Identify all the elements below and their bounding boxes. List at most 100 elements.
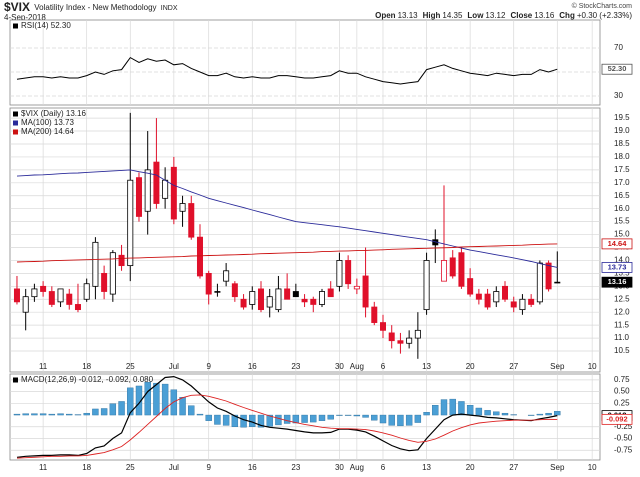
candle-body [179, 203, 186, 212]
x-tick-label: 20 [466, 463, 475, 472]
x-tick-label: 11 [39, 463, 48, 472]
candle-body [74, 304, 81, 311]
x-tick-label: 6 [381, 362, 386, 371]
x-tick-label: 30 [335, 362, 344, 371]
candle-body [144, 169, 151, 212]
histogram-bar [179, 397, 186, 416]
quote-value: 14.35 [442, 11, 463, 20]
candle-body [162, 179, 169, 199]
candle-body [57, 288, 64, 303]
x-tick-label: Aug [350, 463, 364, 472]
histogram-bar [222, 414, 230, 426]
candle-body [83, 283, 90, 300]
candle-body [318, 291, 325, 305]
histogram-bar [301, 414, 308, 423]
candle-body [40, 285, 47, 292]
histogram-bar [48, 413, 56, 416]
y-tick-label: 15.5 [614, 217, 630, 226]
histogram-bar [100, 408, 108, 416]
moving-average [16, 169, 558, 268]
candle-body [109, 252, 116, 295]
candle-body [196, 236, 203, 277]
y-tick-label: -0.25 [614, 422, 633, 431]
histogram-bar [362, 414, 369, 418]
histogram-bar [92, 408, 99, 416]
x-tick-label: Aug [350, 362, 364, 371]
panels: 305070RSI(14) 52.3052.30111825Jul9162330… [9, 19, 633, 472]
candle-body [362, 275, 369, 308]
x-tick-label: 6 [381, 463, 386, 472]
quote-value: 13.13 [398, 11, 419, 20]
legend-label: MACD(12,26,9) -0.012, -0.092, 0.080 [21, 375, 154, 384]
histogram-bar [283, 414, 291, 424]
candle-body [371, 306, 378, 323]
value-tag: 52.30 [608, 64, 627, 73]
y-tick-label: 19.0 [614, 126, 630, 135]
candle-body [31, 288, 38, 298]
legend-label: MA(100) 13.73 [21, 118, 74, 127]
value-tag-box [601, 63, 633, 75]
candle-body [66, 293, 73, 305]
candle-body [467, 278, 474, 295]
histogram-bar [118, 401, 125, 416]
x-tick-label: 16 [248, 463, 257, 472]
histogram-bar [127, 387, 134, 416]
candle-body [231, 283, 238, 298]
histogram-bar [449, 398, 456, 416]
panel: 11 18 25 Jul 9 16 23 30 Aug 6 13 20 27 Sep 10 10.5 11.0 1… [9, 107, 633, 373]
candle-body [284, 288, 291, 300]
histogram-bar [83, 412, 90, 416]
y-tick-label: 18.0 [614, 152, 630, 161]
y-tick-label: 18.5 [614, 139, 630, 148]
quote-label: Low [467, 11, 484, 20]
candle-body [353, 285, 360, 290]
x-tick-label: 18 [82, 463, 91, 472]
candle-body [240, 298, 247, 308]
candle-body [257, 288, 264, 311]
quote-value: 13.16 [534, 11, 555, 20]
histogram-bar [545, 412, 552, 416]
histogram-bar [135, 385, 143, 416]
symbol: $VIX [4, 0, 30, 14]
y-tick-label: 17.0 [614, 178, 630, 187]
x-tick-label: 11 [39, 362, 48, 371]
y-tick-label: 12.5 [614, 294, 630, 303]
y-tick-label: -0.50 [614, 434, 633, 443]
candle-body [275, 288, 282, 311]
histogram-bar [31, 413, 38, 416]
histogram-bar [257, 414, 265, 428]
candle-body [493, 291, 500, 303]
candle-body [223, 270, 230, 282]
histogram-bar [493, 411, 500, 416]
histogram-bar [379, 414, 387, 424]
y-tick-label: 12.0 [614, 307, 630, 316]
value-tag-box [601, 413, 633, 425]
candle-body [135, 177, 142, 217]
moving-average [16, 243, 558, 263]
x-tick-label: 9 [206, 362, 211, 371]
histogram-bar [188, 405, 195, 416]
y-tick-label: 17.5 [614, 165, 630, 174]
panel: 11 18 25 Jul 9 16 23 30 Aug 6 13 20 27 Sep 10 0.75 0.50 0… [9, 373, 633, 472]
histogram-bar [57, 413, 64, 416]
y-tick-label: -0.75 [614, 445, 633, 454]
candle-body [205, 272, 212, 295]
candle-body [292, 291, 299, 298]
histogram-bar [466, 405, 474, 416]
x-tick-label: Jul [169, 463, 179, 472]
x-tick-label: 13 [422, 362, 431, 371]
candle-body [484, 293, 491, 308]
y-tick-label: 0.25 [614, 398, 630, 407]
candle-body [336, 260, 343, 287]
legend-label: RSI(14) 52.30 [21, 21, 71, 30]
histogram-bar [405, 414, 413, 426]
candle-body [327, 288, 334, 298]
legend-swatch [13, 23, 18, 29]
value-tag-box [601, 238, 633, 250]
histogram-bar [475, 407, 483, 416]
macd-line [16, 394, 558, 459]
histogram-bar [310, 414, 317, 423]
candle-body [170, 166, 177, 220]
candle-body [345, 260, 352, 285]
